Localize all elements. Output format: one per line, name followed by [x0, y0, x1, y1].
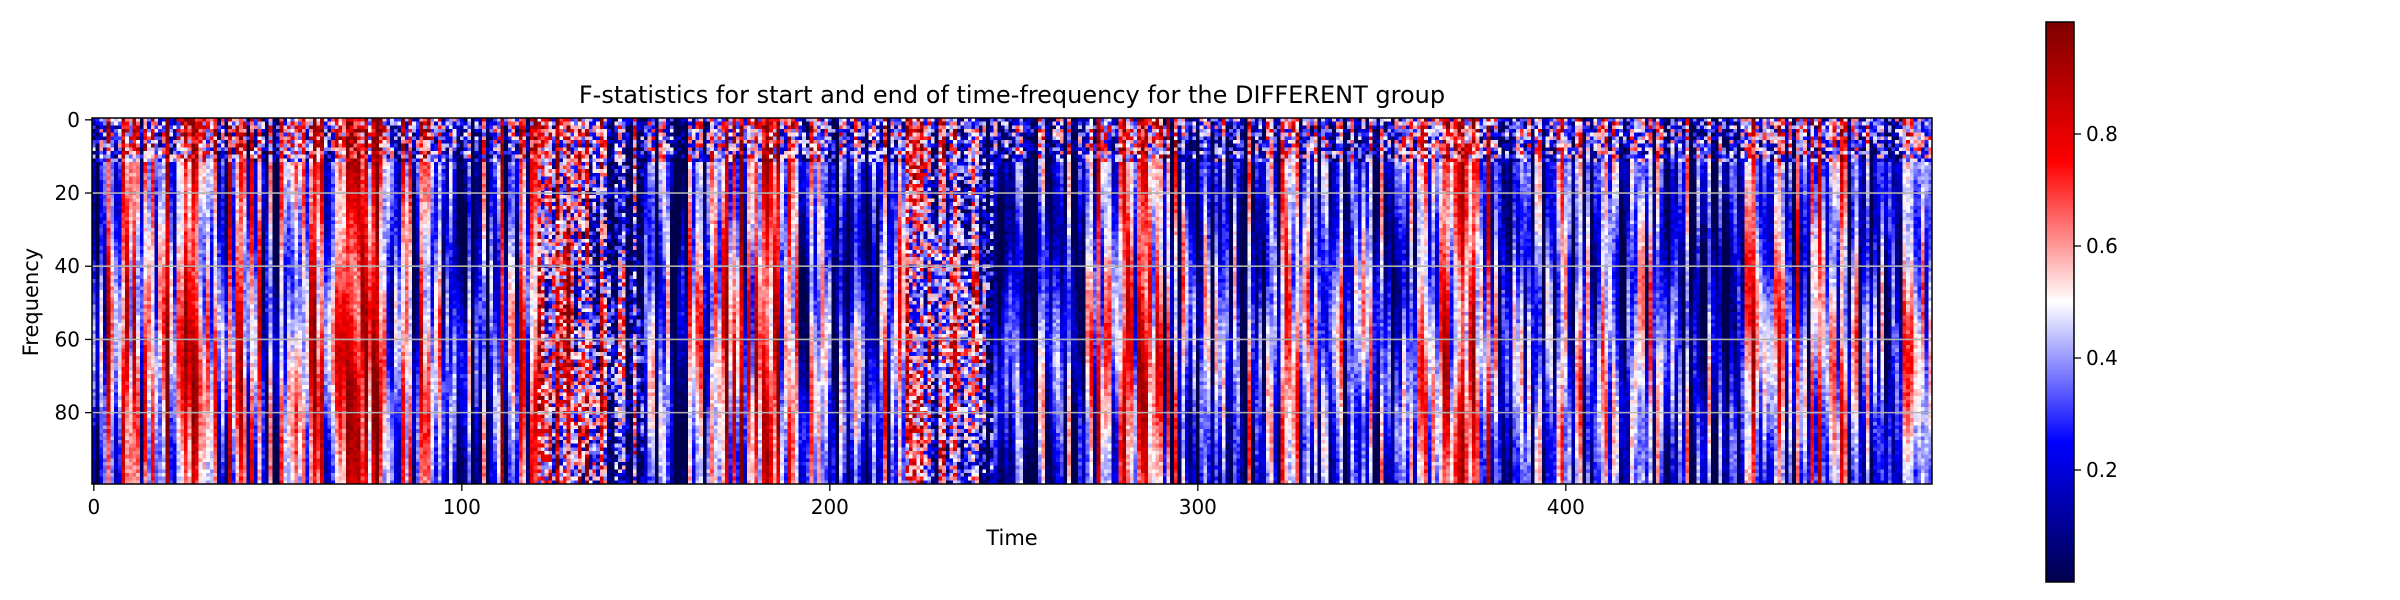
colorbar-tick-label: 0.4 — [2086, 346, 2118, 370]
colorbar-tick-label: 0.2 — [2086, 458, 2118, 482]
x-tick-label: 0 — [87, 495, 100, 519]
heatmap-raster — [92, 118, 1932, 484]
heatmap-cells — [92, 118, 1932, 484]
x-tick-label: 400 — [1547, 495, 1585, 519]
chart-title: F-statistics for start and end of time-f… — [579, 81, 1445, 109]
colorbar-gradient — [2045, 21, 2075, 583]
x-tick-label: 300 — [1179, 495, 1217, 519]
y-tick-label: 60 — [55, 327, 80, 351]
x-tick-label: 200 — [811, 495, 849, 519]
y-axis-ticks: 0 20 40 60 80 — [55, 108, 92, 425]
y-tick-label: 80 — [55, 401, 80, 425]
plot-frame — [91, 117, 1933, 485]
y-axis-label: Frequency — [19, 248, 43, 357]
colorbar-tick-label: 0.6 — [2086, 234, 2118, 258]
grid-lines — [92, 192, 1932, 414]
y-tick-label: 0 — [67, 108, 80, 132]
colorbar-ticks: 0.2 0.4 0.6 0.8 — [2074, 122, 2118, 482]
colorbar: 0.2 0.4 0.6 0.8 — [2045, 21, 2118, 583]
x-axis-ticks: 0 100 200 300 400 — [87, 484, 1585, 519]
colorbar-tick-label: 0.8 — [2086, 122, 2118, 146]
heatmap-plot-area — [91, 117, 1933, 485]
x-tick-label: 100 — [443, 495, 481, 519]
x-axis-label: Time — [985, 526, 1037, 550]
y-tick-label: 20 — [55, 181, 80, 205]
y-tick-label: 40 — [55, 254, 80, 278]
